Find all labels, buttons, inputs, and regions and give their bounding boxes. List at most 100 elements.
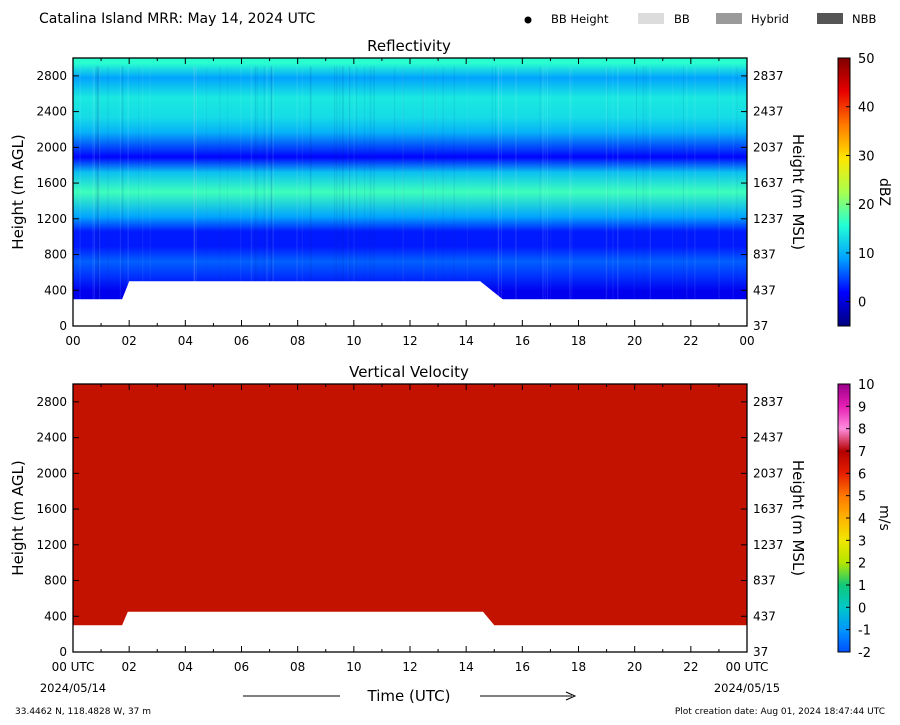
colorbar-tick-label: 10 [858, 247, 875, 262]
station-location: 33.4462 N, 118.4828 W, 37 m [15, 707, 151, 717]
x-tick-label: 12 [402, 334, 417, 348]
x-tick-label: 22 [683, 334, 698, 348]
y-right-tick-label: 37 [753, 319, 768, 333]
y-right-tick-label: 1637 [753, 176, 784, 190]
colorbar-tick-label: 3 [858, 534, 866, 549]
x-tick-label: 00 UTC [726, 660, 769, 674]
colorbar-tick-label: 0 [858, 296, 866, 311]
y-right-tick-label: 2437 [753, 431, 784, 445]
x-tick-label: 20 [627, 660, 642, 674]
reflectivity-colorbar-label: dBZ [876, 178, 892, 206]
colorbar-tick-label: 6 [858, 467, 866, 482]
reflectivity-texture [79, 66, 738, 301]
y-tick-label: 2800 [36, 69, 67, 83]
y-tick-label: 2000 [36, 140, 67, 154]
y-right-tick-label: 37 [753, 645, 768, 659]
time-axis-title: Time (UTC) [367, 687, 451, 705]
colorbar-tick-label: 0 [858, 601, 866, 616]
colorbar-tick-label: 30 [858, 149, 875, 164]
x-tick-label: 04 [178, 334, 193, 348]
x-tick-label: 04 [178, 660, 193, 674]
figure-title: Catalina Island MRR: May 14, 2024 UTC [39, 11, 316, 27]
reflectivity-colorbar [837, 57, 851, 327]
x-tick-label: 10 [346, 334, 361, 348]
reflectivity-panel: Reflectivity 00 02 04 06 08 10 12 14 16 18 20 22 000… [9, 37, 892, 348]
time-axis-arrowhead-icon [565, 691, 577, 701]
end-date-label: 2024/05/15 [714, 681, 780, 695]
y-tick-label: 1200 [36, 538, 67, 552]
x-tick-label: 12 [402, 660, 417, 674]
y-right-tick-label: 2837 [753, 395, 784, 409]
y-tick-label: 0 [59, 645, 67, 659]
header-legend: BB Height BB Hybrid NBB [524, 12, 876, 26]
x-tick-label: 08 [290, 660, 305, 674]
y-tick-label: 0 [59, 319, 67, 333]
colorbar-tick-label: 1 [858, 579, 866, 594]
x-tick-label: 08 [290, 334, 305, 348]
x-tick-label: 02 [122, 334, 137, 348]
y-right-tick-label: 2437 [753, 105, 784, 119]
y-tick-label: 2400 [36, 431, 67, 445]
colorbar-tick-label: 10 [858, 378, 875, 393]
y-right-tick-label: 437 [753, 609, 776, 623]
velocity-field [73, 384, 747, 652]
x-tick-label: 22 [683, 660, 698, 674]
start-date-label: 2024/05/14 [40, 681, 106, 695]
y-right-tick-label: 2037 [753, 140, 784, 154]
x-tick-label: 00 [65, 334, 80, 348]
y-right-tick-label: 1237 [753, 538, 784, 552]
y-right-tick-label: 1237 [753, 212, 784, 226]
colorbar-tick-label: 20 [858, 198, 875, 213]
x-tick-label: 18 [571, 334, 586, 348]
y-tick-label: 2000 [36, 466, 67, 480]
colorbar-tick-label: -1 [858, 624, 871, 639]
hybrid-legend-swatch [716, 13, 742, 24]
velocity-plot-frame [72, 383, 748, 653]
x-tick-label: 06 [234, 660, 249, 674]
y-right-tick-label: 837 [753, 574, 776, 588]
x-tick-label: 16 [515, 660, 530, 674]
velocity-panel: Vertical Velocity 00 UTC 02 04 06 08 10 12 14 16… [9, 363, 892, 674]
velocity-y-label: Height (m AGL) [9, 460, 27, 575]
bb-legend-swatch [638, 13, 664, 24]
x-tick-label: 02 [122, 660, 137, 674]
y-right-tick-label: 2037 [753, 466, 784, 480]
bb-legend-label: BB [674, 12, 690, 26]
colorbar-tick-label: 5 [858, 490, 866, 505]
y-tick-label: 1600 [36, 502, 67, 516]
plot-creation-date: Plot creation date: Aug 01, 2024 18:47:4… [675, 707, 885, 717]
velocity-echo-base [73, 611, 747, 652]
x-tick-label: 00 UTC [52, 660, 95, 674]
x-tick-label: 18 [571, 660, 586, 674]
y-right-tick-label: 2837 [753, 69, 784, 83]
x-tick-label: 14 [459, 660, 474, 674]
x-tick-label: 00 [739, 334, 754, 348]
nbb-legend-swatch [817, 13, 843, 24]
y-tick-label: 2400 [36, 105, 67, 119]
x-tick-label: 20 [627, 334, 642, 348]
velocity-title: Vertical Velocity [349, 363, 469, 381]
y-tick-label: 1600 [36, 176, 67, 190]
y-tick-label: 800 [44, 248, 67, 262]
velocity-y-label-right: Height (m MSL) [789, 460, 807, 576]
colorbar-tick-label: 8 [858, 423, 866, 438]
reflectivity-title: Reflectivity [367, 37, 451, 55]
x-tick-label: 14 [459, 334, 474, 348]
reflectivity-plot-frame [72, 57, 748, 327]
bb-height-legend-marker [524, 16, 532, 24]
y-tick-label: 400 [44, 283, 67, 297]
reflectivity-y-label: Height (m AGL) [9, 134, 27, 249]
colorbar-tick-label: 50 [858, 52, 875, 67]
hybrid-legend-label: Hybrid [751, 12, 789, 26]
colorbar-tick-label: 40 [858, 101, 875, 116]
velocity-colorbar-ticks: -2 -1 0 1 2 3 4 5 6 7 8 9 10 [846, 378, 875, 661]
reflectivity-y-label-right: Height (m MSL) [789, 134, 807, 250]
y-tick-label: 1200 [36, 212, 67, 226]
y-right-tick-label: 837 [753, 248, 776, 262]
y-right-tick-label: 1637 [753, 502, 784, 516]
colorbar-tick-label: 9 [858, 400, 866, 415]
x-tick-label: 10 [346, 660, 361, 674]
y-tick-label: 800 [44, 574, 67, 588]
reflectivity-colorbar-ticks: 0 10 20 30 40 50 [846, 52, 875, 311]
